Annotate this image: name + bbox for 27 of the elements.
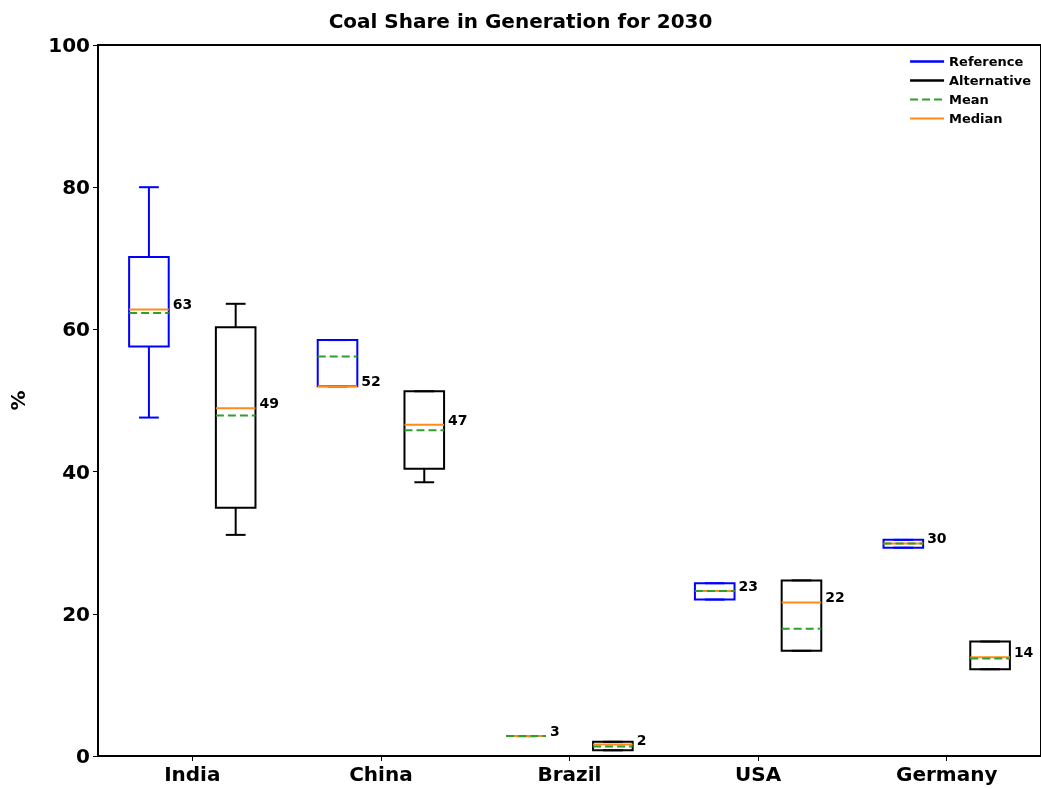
y-tick-label: 20 [62,601,90,626]
text: 49 [259,395,279,412]
chart-title: Coal Share in Generation for 2030 [328,9,713,33]
y-tick-label: 100 [48,33,90,57]
text: 63 [172,296,193,313]
text: 52 [361,373,381,390]
y-tick-label: 0 [76,744,90,768]
legend-label: Reference [949,54,1024,69]
x-tick-label: USA [735,762,782,786]
text: 3 [549,723,560,740]
x-tick-label: India [164,762,221,786]
text: 23 [738,578,759,595]
legend-label: Median [949,111,1003,126]
y-tick-label: 80 [62,175,90,200]
y-axis-title: % [6,390,30,411]
x-tick-label: China [349,762,413,786]
x-tick-label: Germany [895,762,998,786]
text: 22 [825,589,845,606]
y-tick-label: 40 [62,459,90,484]
legend-label: Alternative [949,73,1032,88]
x-tick-label: Brazil [537,762,602,786]
text: 47 [448,411,468,428]
legend-label: Mean [949,92,989,107]
y-tick-label: 60 [62,317,90,342]
text: 30 [927,530,947,547]
text: 2 [636,731,647,748]
text: 14 [1013,644,1034,661]
